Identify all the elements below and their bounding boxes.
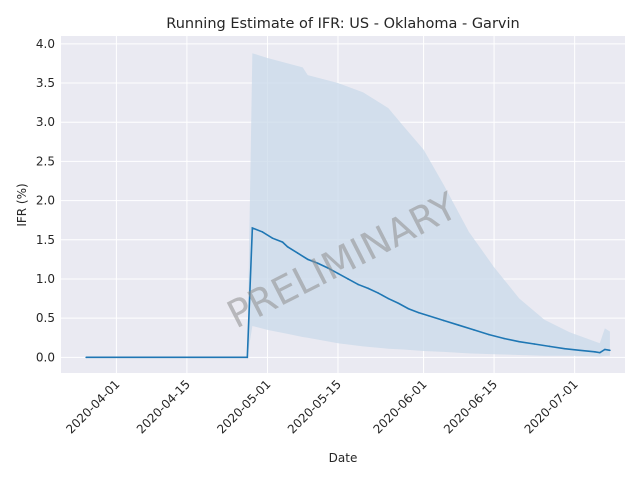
data-point xyxy=(357,283,359,286)
data-point xyxy=(377,292,380,294)
data-point xyxy=(458,324,460,326)
confidence-band xyxy=(247,53,610,358)
data-point xyxy=(337,272,339,275)
y-axis-label: IFR (%) xyxy=(15,183,29,226)
data-point xyxy=(533,343,536,345)
data-point xyxy=(563,347,566,350)
data-point xyxy=(609,349,611,352)
data-point xyxy=(327,267,329,269)
data-point xyxy=(397,302,400,305)
data-point xyxy=(548,345,551,348)
data-point xyxy=(261,231,264,233)
data-point xyxy=(518,340,521,343)
data-point xyxy=(503,337,505,340)
data-point xyxy=(347,278,349,280)
y-axis-ticks: 0.0 0.5 1.0 1.5 2.0 2.5 3.0 3.5 4.0 xyxy=(36,37,55,364)
x-axis-label: Date xyxy=(329,451,358,465)
data-point xyxy=(85,356,87,359)
data-point xyxy=(246,356,249,359)
line-points xyxy=(85,227,611,359)
data-point xyxy=(317,262,319,265)
chart-title: Running Estimate of IFR: US - Oklahoma -… xyxy=(166,16,519,32)
y-tick-label: 0.0 xyxy=(36,350,55,364)
data-point xyxy=(593,351,596,353)
data-point xyxy=(271,237,274,239)
data-point xyxy=(417,311,420,314)
y-tick-label: 2.0 xyxy=(36,194,55,208)
y-tick-label: 1.0 xyxy=(36,272,55,286)
data-point xyxy=(442,319,445,322)
data-point xyxy=(387,297,390,300)
data-point xyxy=(286,246,289,248)
data-point xyxy=(604,348,606,351)
y-tick-label: 1.5 xyxy=(36,233,55,247)
y-tick-label: 0.5 xyxy=(36,311,55,325)
data-point xyxy=(296,252,299,254)
data-point xyxy=(427,314,430,317)
data-point xyxy=(473,329,475,331)
data-point xyxy=(578,349,581,352)
data-point xyxy=(488,333,490,336)
y-tick-label: 2.5 xyxy=(36,154,55,168)
y-tick-label: 3.0 xyxy=(36,115,55,129)
data-point xyxy=(281,241,284,243)
y-tick-label: 3.5 xyxy=(36,76,55,90)
data-point xyxy=(367,287,369,290)
data-point xyxy=(306,258,309,261)
data-point xyxy=(407,307,410,310)
data-point xyxy=(599,351,601,354)
data-point xyxy=(251,227,254,229)
y-tick-label: 4.0 xyxy=(36,37,55,51)
